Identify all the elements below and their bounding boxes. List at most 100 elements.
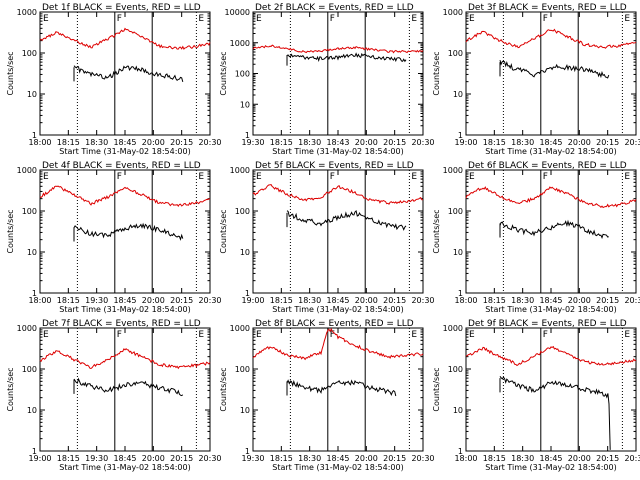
x-tick-label: 18:45 — [113, 138, 136, 147]
panel-title: Det 4f BLACK = Events, RED = LLD — [42, 161, 201, 171]
y-tick-label: 10 — [240, 406, 250, 415]
x-axis-label: Start Time (31-May-02 18:54:00) — [59, 305, 190, 314]
event-marker-label: F — [330, 172, 335, 182]
x-tick-label: 18:00 — [454, 454, 477, 463]
y-tick-label: 1000 — [230, 324, 250, 333]
x-tick-label: 20:15 — [170, 296, 193, 305]
x-tick-label: 18:30 — [298, 296, 321, 305]
y-axis-label: Counts/sec — [219, 209, 228, 253]
panel-det-6: Det 6f BLACK = Events, RED = LLD 1 10 100 10… — [432, 161, 640, 314]
y-tick-label: 1000 — [443, 8, 463, 17]
event-marker-label: E — [411, 14, 417, 24]
y-tick-label: 10 — [240, 248, 250, 257]
y-tick-label: 1000 — [17, 8, 37, 17]
panel-det-9: Det 9f BLACK = Events, RED = LLD 1 10 100 10… — [432, 319, 640, 472]
y-tick-label: 1000 — [230, 39, 250, 48]
events-series-line — [73, 222, 184, 241]
event-marker-label: E — [411, 172, 417, 182]
y-tick-label: 100 — [22, 49, 37, 58]
x-tick-label: 18:15 — [483, 454, 506, 463]
x-axis-label: Start Time (31-May-02 18:54:00) — [485, 305, 616, 314]
events-series-line — [73, 377, 184, 397]
y-tick-label: 1 — [32, 131, 37, 140]
event-marker-label: E — [198, 330, 204, 340]
lld-series-line — [252, 44, 424, 54]
panels-group: Det 1f BLACK = Events, RED = LLD 1 10 100 10… — [6, 3, 640, 472]
y-tick-label: 1000 — [230, 166, 250, 175]
events-series-line — [73, 65, 184, 83]
x-tick-label: 20:15 — [596, 296, 619, 305]
event-marker-label: E — [469, 172, 475, 182]
events-series-line — [499, 219, 609, 239]
event-marker-label: E — [469, 14, 475, 24]
panel-title: Det 3f BLACK = Events, RED = LLD — [468, 3, 627, 13]
x-tick-label: 20:30 — [411, 454, 434, 463]
x-tick-label: 18:45 — [326, 296, 349, 305]
y-tick-label: 100 — [22, 365, 37, 374]
y-axis-label: Counts/sec — [6, 51, 15, 95]
y-tick-label: 1000 — [17, 166, 37, 175]
y-tick-label: 1 — [458, 447, 463, 456]
panel-title: Det 7f BLACK = Events, RED = LLD — [42, 319, 201, 329]
y-tick-label: 10 — [27, 406, 37, 415]
x-tick-label: 20:30 — [411, 138, 434, 147]
x-tick-label: 20:30 — [624, 454, 640, 463]
y-tick-label: 100 — [22, 207, 37, 216]
lld-series-line — [465, 345, 637, 367]
x-tick-label: 18:45 — [539, 296, 562, 305]
y-tick-label: 1 — [32, 289, 37, 298]
x-tick-label: 20:15 — [383, 138, 406, 147]
event-marker-label: F — [330, 14, 335, 24]
y-tick-label: 100 — [448, 365, 463, 374]
events-series-line — [286, 210, 407, 231]
x-tick-label: 18:30 — [511, 454, 534, 463]
x-tick-label: 20:15 — [170, 138, 193, 147]
y-tick-label: 10000 — [225, 8, 250, 17]
x-tick-label: 20:00 — [142, 138, 165, 147]
x-tick-label: 18:15 — [57, 138, 80, 147]
event-marker-label: E — [256, 330, 262, 340]
panel-title: Det 1f BLACK = Events, RED = LLD — [42, 3, 201, 13]
x-tick-label: 20:15 — [383, 454, 406, 463]
y-tick-label: 1 — [245, 289, 250, 298]
x-tick-label: 20:00 — [568, 454, 591, 463]
x-tick-label: 18:00 — [454, 296, 477, 305]
events-series-line — [499, 59, 610, 79]
event-marker-label: E — [624, 330, 630, 340]
x-axis-label: Start Time (31-May-02 18:54:00) — [59, 463, 190, 472]
x-axis-label: Start Time (31-May-02 18:54:00) — [485, 463, 616, 472]
y-tick-label: 1000 — [17, 324, 37, 333]
x-tick-label: 19:00 — [241, 296, 264, 305]
y-tick-label: 100 — [235, 207, 250, 216]
x-tick-label: 18:30 — [298, 138, 321, 147]
x-tick-label: 19:30 — [85, 454, 108, 463]
x-tick-label: 18:15 — [270, 138, 293, 147]
x-tick-label: 18:15 — [57, 296, 80, 305]
lld-series-line — [39, 348, 211, 370]
x-axis-label: Start Time (31-May-02 18:54:00) — [59, 147, 190, 156]
x-tick-label: 20:15 — [596, 454, 619, 463]
event-marker-label: E — [198, 172, 204, 182]
event-marker-label: E — [469, 330, 475, 340]
y-axis-label: Counts/sec — [6, 367, 15, 411]
y-axis-label: Counts/sec — [219, 367, 228, 411]
event-marker-label: E — [411, 330, 417, 340]
events-series-line — [286, 379, 397, 397]
x-tick-label: 18:00 — [28, 296, 51, 305]
y-tick-label: 1000 — [443, 166, 463, 175]
y-tick-label: 1 — [458, 131, 463, 140]
x-tick-label: 20:30 — [198, 296, 221, 305]
event-marker-label: F — [117, 330, 122, 340]
event-marker-label: E — [624, 14, 630, 24]
event-marker-label: F — [543, 330, 548, 340]
event-marker-label: E — [43, 14, 49, 24]
x-axis-label: Start Time (31-May-02 18:54:00) — [272, 463, 403, 472]
x-tick-label: 20:15 — [596, 138, 619, 147]
panel-title: Det 8f BLACK = Events, RED = LLD — [255, 319, 414, 329]
panel-det-7: Det 7f BLACK = Events, RED = LLD 1 10 100 10… — [6, 319, 222, 472]
panel-title: Det 6f BLACK = Events, RED = LLD — [468, 161, 627, 171]
y-tick-label: 1 — [245, 131, 250, 140]
x-tick-label: 20:00 — [355, 454, 378, 463]
lld-series-line — [252, 184, 423, 205]
x-tick-label: 20:30 — [198, 138, 221, 147]
